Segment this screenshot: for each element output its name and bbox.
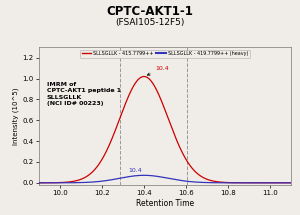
X-axis label: Retention Time: Retention Time (136, 199, 194, 208)
Text: CPTC-AKT1-1: CPTC-AKT1-1 (106, 5, 194, 18)
Text: IMRM of
CPTC-AKT1 peptide 1
SLLSGLLK
(NCI ID# 00223): IMRM of CPTC-AKT1 peptide 1 SLLSGLLK (NC… (46, 82, 121, 106)
Y-axis label: Intensity (10^5): Intensity (10^5) (13, 87, 20, 145)
Text: (FSAI105-12F5): (FSAI105-12F5) (115, 18, 185, 27)
Text: 10.4: 10.4 (129, 168, 142, 173)
Text: 10.4: 10.4 (147, 66, 169, 75)
Legend: SLLSGLLK - 415.7799++, SLLSGLLK - 419.7799++ (heavy): SLLSGLLK - 415.7799++, SLLSGLLK - 419.77… (80, 50, 250, 58)
